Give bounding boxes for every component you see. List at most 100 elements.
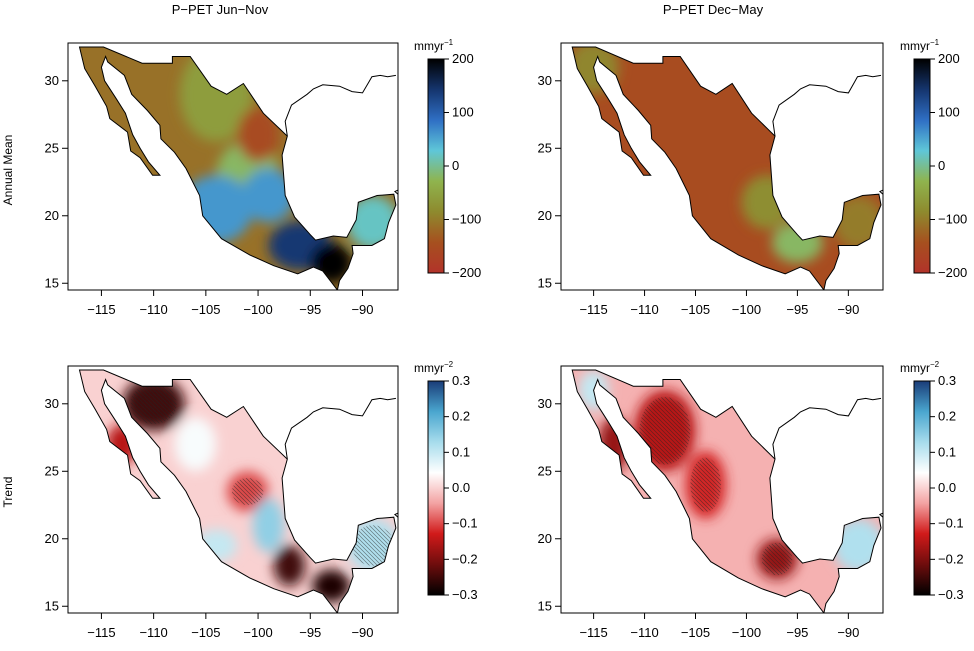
field-anomaly: [273, 545, 306, 587]
colorbar-unit: mmyr−1: [900, 38, 940, 53]
x-tick-label: −100: [732, 302, 761, 317]
map-panel-trend-dec-may: −115 −110 −105 −100 −95 −90152025300.30.20.10…: [538, 360, 964, 640]
y-tick-label: 30: [45, 396, 59, 411]
colorbar-ramp: [913, 380, 931, 596]
x-tick-label: −105: [681, 302, 710, 317]
us-coastline: [284, 397, 396, 460]
mexico-coastline: [78, 46, 397, 290]
x-tick-label: −100: [732, 625, 761, 640]
colorbar-tick-label: 200: [938, 51, 960, 66]
colorbar-tick-label: −0.3: [938, 587, 964, 602]
y-tick-label: 15: [45, 275, 59, 290]
colorbar-tick-label: 100: [938, 105, 960, 120]
row-label-annual-mean: Annual Mean: [1, 135, 15, 206]
colorbar-tick-label: 0.1: [452, 444, 470, 459]
colorbar-tick-label: 200: [452, 51, 474, 66]
colorbar-mean: 200 100 0 −100 −200 mmyr−1: [414, 38, 481, 280]
colorbar-unit: mmyr−1: [414, 38, 454, 53]
x-tick-label: −105: [191, 625, 220, 640]
y-tick-label: 30: [45, 73, 59, 88]
colorbar-tick-label: −0.1: [452, 516, 478, 531]
significance-hatching: [690, 457, 721, 512]
field-anomaly: [237, 107, 279, 162]
us-coastline: [772, 397, 882, 460]
map-panels: −115 −110 −105 −100 −95 −90152025302001000−10…: [45, 38, 968, 640]
x-tick-label: −115: [579, 625, 607, 640]
y-tick-label: 20: [538, 208, 552, 223]
x-tick-label: −90: [837, 625, 859, 640]
x-tick-label: −100: [243, 302, 272, 317]
colorbar-tick-label: 100: [452, 105, 474, 120]
x-tick-label: −90: [351, 625, 373, 640]
colorbar-tick-label: 0.0: [452, 480, 470, 495]
colorbar-tick-label: −100: [452, 212, 481, 227]
x-tick-label: −90: [837, 302, 859, 317]
colorbar-tick-label: −200: [938, 265, 967, 280]
y-tick-label: 15: [45, 598, 59, 613]
map-panel-mean-dec-may: −115 −110 −105 −100 −95 −90 15 20 25 30 200 100 0 −10…: [538, 38, 968, 317]
y-tick-label: 15: [538, 275, 552, 290]
colorbar-trend: 0.3 0.2 0.1 0.0 −0.1 −0.2 −0.3 mmyr−2: [414, 360, 478, 602]
colorbar-tick-label: 0: [938, 158, 945, 173]
colorbar-tick-label: −100: [938, 212, 967, 227]
x-tick-label: −95: [299, 302, 321, 317]
field-anomaly: [242, 168, 295, 223]
x-tick-label: −105: [191, 302, 220, 317]
us-coastline: [284, 74, 396, 137]
field-anomaly: [174, 417, 217, 472]
significance-hatching: [130, 383, 177, 425]
colorbar-trend: 0.3 0.2 0.1 0.0 −0.1 −0.2 −0.3 mmyr−2: [900, 360, 964, 602]
map-panel-trend-jun-nov: −115 −110 −105 −100 −95 −90152025300.30.20.10…: [45, 360, 478, 640]
y-tick-label: 20: [538, 531, 552, 546]
y-tick-label: 25: [45, 463, 59, 478]
colorbar-tick-label: 0.1: [938, 444, 956, 459]
x-tick-label: −115: [87, 625, 115, 640]
column-title-jun-nov: P−PET Jun−Nov: [172, 2, 269, 17]
x-tick-label: −110: [139, 302, 167, 317]
colorbar-tick-label: −0.1: [938, 516, 964, 531]
x-tick-label: −95: [299, 625, 321, 640]
colorbar-ramp: [427, 380, 445, 596]
cuba-coastline: [393, 189, 398, 195]
colorbar-ramp: [913, 58, 931, 274]
colorbar-tick-label: 0: [452, 158, 459, 173]
x-tick-label: −100: [243, 625, 272, 640]
colorbar-ramp: [427, 58, 445, 274]
y-tick-label: 15: [538, 598, 552, 613]
x-tick-label: −115: [579, 302, 607, 317]
x-tick-label: −115: [87, 302, 115, 317]
x-tick-label: −110: [630, 625, 658, 640]
y-tick-label: 25: [45, 140, 59, 155]
significance-hatching: [352, 525, 394, 566]
mexico-coastline: [571, 46, 882, 290]
mexico-coastline: [571, 369, 882, 613]
x-tick-label: −95: [786, 625, 808, 640]
row-label-trend: Trend: [1, 477, 15, 508]
significance-hatching: [231, 478, 264, 506]
x-tick-label: −90: [351, 302, 373, 317]
x-tick-label: −95: [786, 302, 808, 317]
y-tick-label: 20: [45, 531, 59, 546]
colorbar-unit: mmyr−2: [414, 360, 454, 375]
y-tick-label: 30: [538, 396, 552, 411]
colorbar-tick-label: 0.3: [938, 373, 956, 388]
column-title-dec-may: P−PET Dec−May: [663, 2, 764, 17]
y-tick-label: 25: [538, 140, 552, 155]
colorbar-tick-label: −0.2: [938, 551, 964, 566]
colorbar-tick-label: 0.3: [452, 373, 470, 388]
x-tick-label: −110: [139, 625, 167, 640]
cuba-coastline: [878, 512, 883, 518]
y-tick-label: 20: [45, 208, 59, 223]
colorbar-tick-label: −200: [452, 265, 481, 280]
cuba-coastline: [878, 189, 883, 195]
colorbar-unit: mmyr−2: [900, 360, 940, 375]
significance-hatching: [639, 397, 691, 465]
significance-hatching: [761, 542, 793, 576]
mexico-coastline: [78, 369, 397, 613]
colorbar-mean: 200 100 0 −100 −200 mmyr−1: [900, 38, 967, 280]
y-tick-label: 25: [538, 463, 552, 478]
us-coastline: [772, 74, 882, 137]
x-tick-label: −105: [681, 625, 710, 640]
colorbar-tick-label: −0.2: [452, 551, 478, 566]
